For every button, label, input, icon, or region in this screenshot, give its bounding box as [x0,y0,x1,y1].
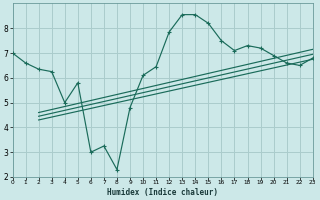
X-axis label: Humidex (Indice chaleur): Humidex (Indice chaleur) [107,188,218,197]
